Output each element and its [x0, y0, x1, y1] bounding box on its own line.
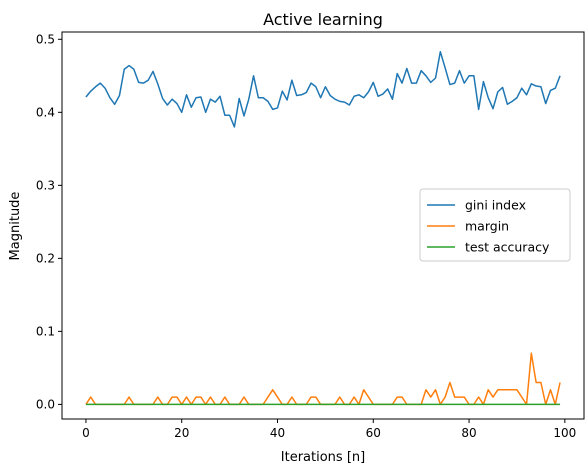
y-tick-label: 0.0 [36, 397, 55, 411]
y-axis: 0.0 0.1 0.2 0.3 0.4 0.5 [36, 32, 62, 411]
y-tick-label: 0.1 [36, 324, 55, 338]
x-tick-label: 20 [174, 426, 189, 440]
legend-label-test-accuracy: test accuracy [465, 240, 550, 255]
plot-frame [61, 31, 585, 420]
legend-box [419, 188, 571, 262]
y-tick-label: 0.3 [36, 178, 55, 192]
series-layer [85, 50, 561, 406]
y-tick-label: 0.2 [36, 251, 55, 265]
series-line-gini-index [85, 50, 561, 128]
x-tick-label: 0 [82, 426, 90, 440]
x-axis: 0 20 40 60 80 100 [82, 419, 576, 440]
y-tick-label: 0.4 [36, 105, 55, 119]
series-line-margin [85, 352, 561, 406]
x-tick-label: 80 [461, 426, 476, 440]
chart-title: Active learning [263, 10, 383, 29]
x-tick-label: 40 [270, 426, 285, 440]
legend-label-gini-index: gini index [465, 198, 526, 213]
y-tick-label: 0.5 [36, 32, 55, 46]
legend: gini index margin test accuracy [419, 188, 571, 262]
x-axis-label: Iterations [n] [281, 450, 365, 465]
x-tick-label: 100 [553, 426, 576, 440]
x-tick-label: 60 [366, 426, 381, 440]
y-axis-label: Magnitude [8, 192, 23, 261]
legend-label-margin: margin [465, 219, 509, 234]
